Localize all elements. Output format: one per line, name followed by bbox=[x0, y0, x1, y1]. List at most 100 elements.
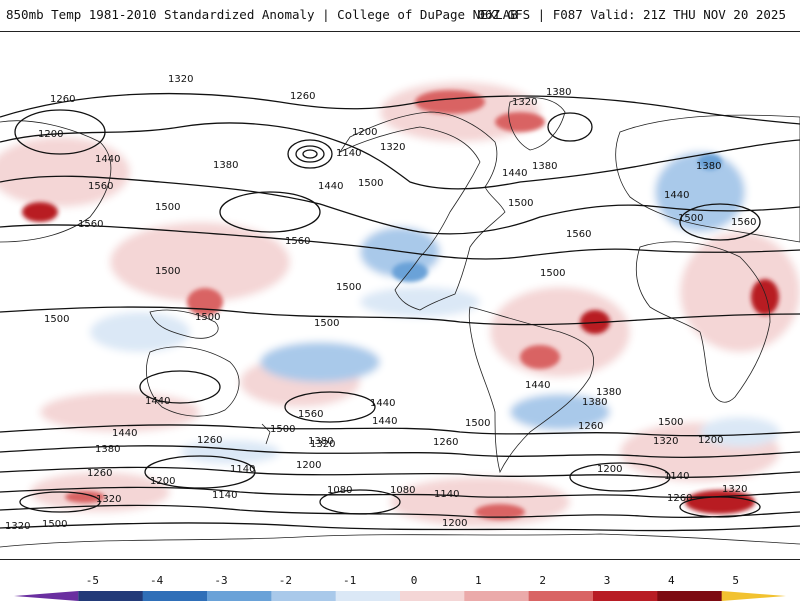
map-label: 1500 bbox=[465, 418, 490, 429]
map-label: 1380 bbox=[213, 160, 238, 171]
australia-coast bbox=[146, 346, 240, 417]
map-label: 1260 bbox=[290, 91, 315, 102]
map-svg: 1320 1260 1200 1440 1560 1380 1560 1500 … bbox=[0, 32, 800, 559]
north-america-coast bbox=[338, 111, 506, 311]
colorbar-segment bbox=[78, 591, 144, 601]
colorbar-segment bbox=[271, 591, 337, 601]
map-label: 1500 bbox=[155, 202, 180, 213]
contour-1500-south bbox=[0, 424, 800, 437]
colorbar-tick-label: -3 bbox=[214, 574, 228, 587]
contour-low-atlantic bbox=[547, 112, 593, 142]
new-zealand-coast bbox=[261, 423, 271, 445]
colorbar-tick-label: -2 bbox=[278, 574, 292, 587]
map-label: 1080 bbox=[327, 485, 352, 496]
contour-1200-south bbox=[0, 522, 800, 532]
map-label: 1440 bbox=[145, 396, 170, 407]
colorbar-tick-label: 2 bbox=[539, 574, 546, 587]
contour-1500-north bbox=[0, 224, 800, 260]
map-label: 1500 bbox=[658, 417, 683, 428]
contour-labels: 1320 1260 1200 1440 1560 1380 1560 1500 … bbox=[5, 74, 756, 532]
colorbar-tick-label: 3 bbox=[603, 574, 611, 587]
map-label: 1500 bbox=[44, 314, 69, 325]
contour-low-south-3 bbox=[569, 462, 671, 492]
map-label: 1440 bbox=[372, 416, 397, 427]
map-label: 1380 bbox=[546, 87, 571, 98]
contour-low-south-1 bbox=[144, 455, 256, 489]
map-label: 1200 bbox=[597, 464, 622, 475]
colorbar-tick-label: -4 bbox=[150, 574, 164, 587]
contour-high-africa bbox=[679, 203, 761, 241]
map-label: 1560 bbox=[78, 219, 103, 230]
contour-low-pacific-3 bbox=[302, 149, 318, 159]
map-label: 1380 bbox=[596, 387, 621, 398]
map-label: 1440 bbox=[370, 398, 395, 409]
map-label: 1260 bbox=[433, 437, 458, 448]
colorbar-strip bbox=[14, 591, 786, 601]
contour-low-south-5 bbox=[19, 491, 101, 513]
map-label: 1500 bbox=[314, 318, 339, 329]
map-label: 1560 bbox=[298, 409, 323, 420]
map-label: 1260 bbox=[578, 421, 603, 432]
map-label: 1200 bbox=[352, 127, 377, 138]
colorbar-tick-label: 0 bbox=[410, 574, 418, 587]
colorbar-segment bbox=[657, 591, 723, 601]
map-label: 1560 bbox=[566, 229, 591, 240]
maritime-continent-coast bbox=[149, 309, 219, 339]
map-label: 1500 bbox=[195, 312, 220, 323]
map-label: 1440 bbox=[525, 380, 550, 391]
map-label: 1500 bbox=[155, 266, 180, 277]
map-label: 1560 bbox=[285, 236, 310, 247]
colorbar-segment bbox=[142, 591, 208, 601]
contour-high-pacific bbox=[219, 191, 321, 233]
map-label: 1260 bbox=[667, 493, 692, 504]
asia-coast-west bbox=[0, 120, 112, 243]
height-contours bbox=[0, 92, 800, 532]
colorbar-tick-label: 1 bbox=[475, 574, 482, 587]
map-label: 1260 bbox=[87, 468, 112, 479]
map-label: 1320 bbox=[96, 494, 121, 505]
map-label: 1140 bbox=[212, 490, 237, 501]
map-label: 1320 bbox=[722, 484, 747, 495]
map-label: 1500 bbox=[678, 213, 703, 224]
map-label: 1500 bbox=[358, 178, 383, 189]
map-title: 850mb Temp 1981-2010 Standardized Anomal… bbox=[6, 7, 518, 22]
map-label: 1260 bbox=[50, 94, 75, 105]
colorbar-tick-label: -5 bbox=[85, 574, 99, 587]
map-label: 1320 bbox=[380, 142, 405, 153]
colorbar-tick-label: 4 bbox=[668, 574, 675, 587]
contour-1320-north bbox=[0, 92, 800, 125]
header-bar: 850mb Temp 1981-2010 Standardized Anomal… bbox=[0, 0, 800, 30]
map-label: 1200 bbox=[150, 476, 175, 487]
contour-1260-south bbox=[0, 504, 800, 518]
map-panel[interactable]: 1320 1260 1200 1440 1560 1380 1560 1500 … bbox=[0, 31, 800, 560]
colorbar-segment bbox=[528, 591, 594, 601]
map-label: 1380 bbox=[308, 436, 333, 447]
coastlines bbox=[0, 97, 800, 548]
contour-high-south-pacific bbox=[284, 391, 376, 423]
greenland-coast bbox=[508, 97, 566, 151]
colorbar-segment bbox=[464, 591, 530, 601]
map-label: 1440 bbox=[502, 168, 527, 179]
antarctica-coast bbox=[0, 533, 800, 548]
contour-1320-south bbox=[0, 486, 800, 498]
map-label: 1560 bbox=[88, 181, 113, 192]
colorbar: -5 -4 -3 -2 -1 0 1 2 3 4 5 bbox=[0, 574, 800, 600]
anomaly-hotspots bbox=[22, 90, 779, 520]
south-america-coast bbox=[468, 306, 595, 474]
colorbar-segment bbox=[721, 591, 786, 601]
map-label: 1320 bbox=[310, 439, 335, 450]
map-label: 1440 bbox=[95, 154, 120, 165]
map-label: 1200 bbox=[698, 435, 723, 446]
map-label: 1080 bbox=[390, 485, 415, 496]
map-label: 1200 bbox=[296, 460, 321, 471]
colorbar-segment bbox=[400, 591, 465, 601]
colorbar-tick-label: -1 bbox=[343, 574, 357, 587]
map-label: 1440 bbox=[318, 181, 343, 192]
contour-1380-south bbox=[0, 466, 800, 478]
contour-1380 bbox=[0, 122, 800, 190]
map-label: 1380 bbox=[532, 161, 557, 172]
contour-1440 bbox=[0, 175, 800, 235]
contour-high-australia bbox=[139, 370, 221, 404]
map-label: 1380 bbox=[696, 161, 721, 172]
map-label: 1200 bbox=[442, 518, 467, 529]
